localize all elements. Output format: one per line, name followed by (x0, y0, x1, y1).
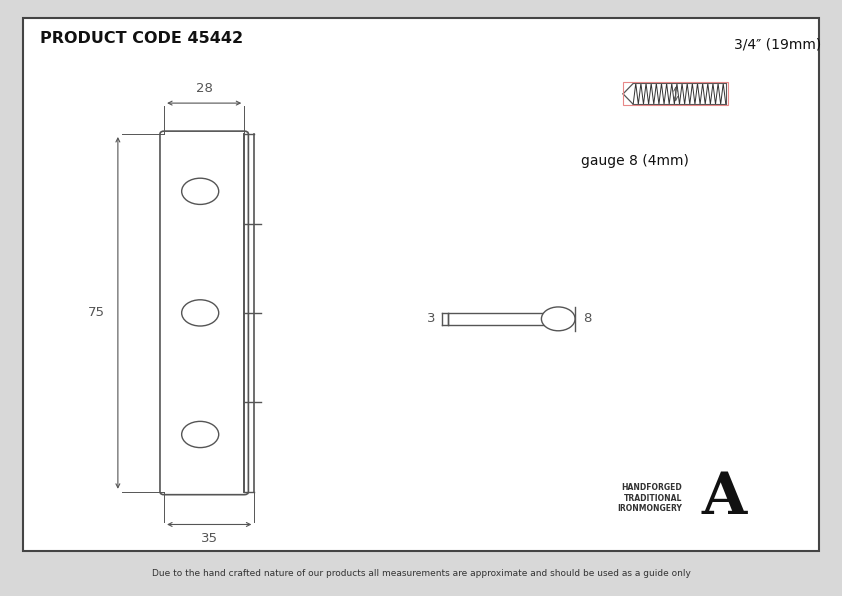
Circle shape (182, 300, 219, 326)
Bar (623, 82, 728, 105)
Bar (448, 313, 552, 325)
Text: 75: 75 (88, 306, 105, 319)
Text: PRODUCT CODE 45442: PRODUCT CODE 45442 (40, 31, 243, 46)
Text: IRONMONGERY: IRONMONGERY (617, 504, 682, 514)
Text: Due to the hand crafted nature of our products all measurements are approximate : Due to the hand crafted nature of our pr… (152, 569, 690, 578)
Text: 8: 8 (584, 312, 592, 325)
Text: 35: 35 (200, 532, 218, 545)
Circle shape (182, 421, 219, 448)
Text: 3: 3 (427, 312, 435, 325)
Text: HANDFORGED: HANDFORGED (621, 483, 682, 492)
Circle shape (182, 178, 219, 204)
Text: gauge 8 (4mm): gauge 8 (4mm) (581, 154, 689, 168)
FancyBboxPatch shape (23, 18, 819, 551)
Text: 3/4″ (19mm): 3/4″ (19mm) (733, 38, 821, 52)
FancyBboxPatch shape (160, 131, 248, 495)
Text: A: A (701, 470, 747, 526)
Text: TRADITIONAL: TRADITIONAL (624, 493, 682, 503)
Text: 28: 28 (195, 82, 213, 95)
Circle shape (541, 307, 575, 331)
